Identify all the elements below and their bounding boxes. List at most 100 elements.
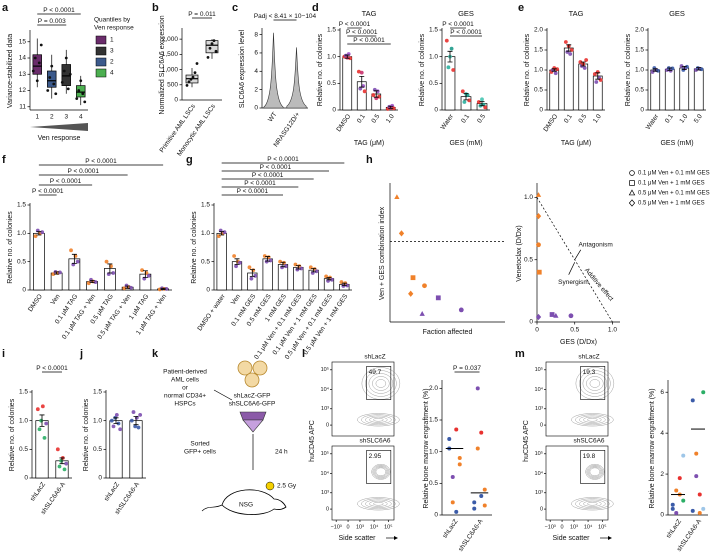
y-tick-label: 1.5 <box>635 47 644 54</box>
data-point <box>62 467 67 472</box>
panel-title: TAG <box>362 9 377 18</box>
annotation: Synergism <box>558 279 589 286</box>
x-tick-label: Water <box>645 112 661 131</box>
sample-label: shLacZ <box>364 354 385 361</box>
data-point <box>249 276 254 281</box>
error-bar <box>388 105 394 109</box>
y-tick-label: 2,000 <box>162 36 179 43</box>
x-tick-label: shLacZ <box>665 518 683 539</box>
error-bar <box>326 277 332 281</box>
panel-letter: k <box>152 348 159 360</box>
error-bar <box>551 68 557 72</box>
diagram-text: normal CD34+ <box>164 393 206 400</box>
data-point <box>39 418 44 423</box>
x-tick-label: WT <box>267 111 279 123</box>
density-contour <box>365 370 397 397</box>
x-tick-label: 0 <box>561 524 564 530</box>
density-contour <box>373 465 389 478</box>
y-tick-label: 0 <box>529 319 533 326</box>
density-contour <box>575 498 610 510</box>
legend-label: 3 <box>110 48 114 55</box>
density-contour <box>369 500 388 507</box>
legend-label: 1 <box>110 37 114 44</box>
data-point <box>679 64 684 68</box>
density-contour <box>587 502 598 506</box>
data-point <box>262 254 267 258</box>
data-point <box>75 259 80 264</box>
x-tick-label: shLacZ <box>442 518 460 539</box>
legend-label: 2 <box>110 59 114 66</box>
p-value: Padj < 8.41 × 10−104 <box>254 13 317 20</box>
data-point <box>681 453 686 458</box>
data-point <box>64 461 69 466</box>
data-point <box>479 430 484 435</box>
y-axis-label: Ven + GES combination index <box>379 206 386 300</box>
y-tick-label: 1.0 <box>534 67 543 74</box>
error-bar <box>479 101 485 107</box>
y-tick-label: 13 <box>19 71 27 78</box>
error-bar <box>54 271 60 275</box>
density-contour <box>583 416 602 423</box>
density-contour <box>368 373 394 394</box>
data-point <box>138 413 143 417</box>
error-bar <box>219 231 225 236</box>
data-point <box>55 447 60 452</box>
y-tick-label: 0 <box>22 287 26 294</box>
data-point <box>185 83 189 87</box>
data-point <box>690 508 695 513</box>
arrow <box>574 249 582 260</box>
tube <box>239 411 267 421</box>
data-point <box>472 500 477 505</box>
data-point <box>362 89 367 94</box>
y-tick-label: 11 <box>19 103 26 110</box>
y-tick-label: 10⁴ <box>321 386 330 393</box>
y-tick-label: 0.5 <box>429 480 438 487</box>
diagram-text: shLacZ-GFP <box>234 393 271 400</box>
data-point <box>118 427 123 432</box>
x-tick-label: 10³ <box>570 524 578 530</box>
data-point <box>535 192 542 197</box>
data-point <box>37 427 42 432</box>
data-point <box>479 494 484 498</box>
x-tick-label: 10³ <box>356 524 364 530</box>
density-contour <box>586 464 604 479</box>
bar <box>650 69 661 111</box>
density-contour <box>587 465 603 478</box>
error-bar <box>71 253 77 264</box>
p-value: P < 0.0001 <box>36 365 68 372</box>
mouse <box>221 489 287 515</box>
data-point <box>467 98 472 103</box>
y-tick-label: 1.0 <box>17 230 26 237</box>
error-bar <box>249 269 255 277</box>
error-bar <box>142 270 148 278</box>
diagram-text: 2.5 Gy <box>277 483 297 490</box>
data-point <box>46 89 50 92</box>
bar <box>444 56 456 111</box>
data-point <box>40 230 45 235</box>
bar <box>549 69 560 111</box>
data-point <box>222 230 227 235</box>
p-value: P < 0.0001 <box>252 172 284 179</box>
data-point <box>457 462 462 467</box>
x-axis-label: GES (mM) <box>449 140 482 147</box>
box <box>205 40 219 54</box>
flow-plot-frame <box>331 361 395 437</box>
density-contour <box>579 499 606 508</box>
data-point <box>109 418 114 423</box>
diagram-text: HSPCs <box>174 401 196 408</box>
y-tick-label: 10³ <box>535 490 543 496</box>
flow-plot-frame <box>545 361 609 437</box>
y-tick-label: 2.0 <box>429 385 438 392</box>
data-point <box>553 312 559 318</box>
legend-label: 0.1 μM Ven + 0.1 mM GES <box>638 171 710 177</box>
y-tick-label: 1.0 <box>524 194 533 201</box>
y-axis-label: SLC6A6 expression level <box>239 29 246 108</box>
data-point <box>64 56 68 60</box>
x-tick-label: −10³ <box>545 524 556 530</box>
data-point <box>447 437 452 441</box>
p-value: P < 0.0001 <box>244 180 276 187</box>
density-contour <box>375 379 387 388</box>
panel-letter: g <box>186 154 193 166</box>
data-point <box>535 213 542 220</box>
y-tick-label: 14 <box>19 55 27 62</box>
